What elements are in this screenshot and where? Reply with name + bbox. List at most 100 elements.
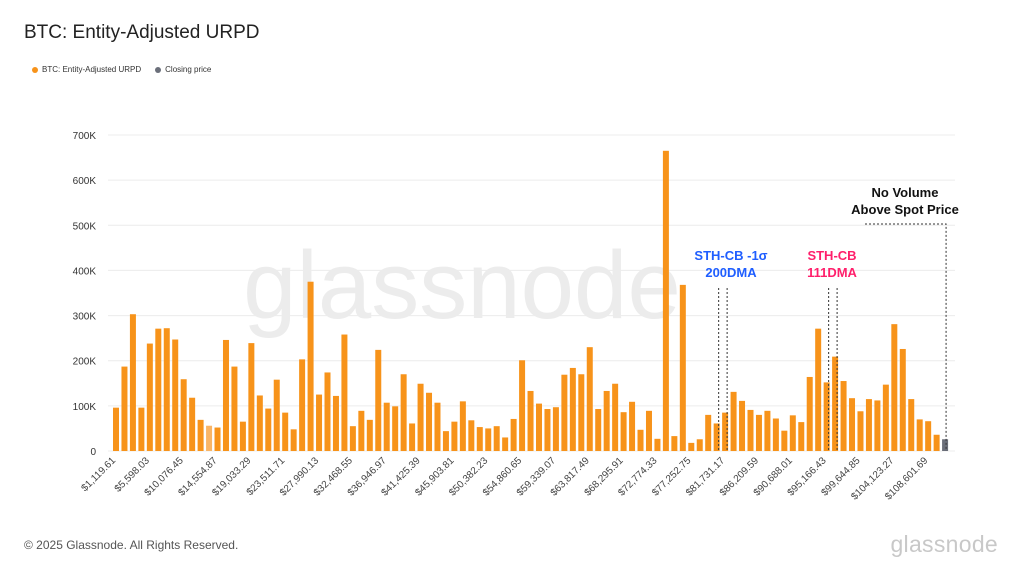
annotation-label: 111DMA: [807, 265, 857, 280]
bar: [459, 401, 466, 451]
watermark: glassnode: [243, 232, 681, 339]
bar: [527, 390, 534, 451]
bar: [739, 400, 746, 451]
bar: [671, 436, 678, 451]
bar: [569, 367, 576, 451]
bar: [273, 379, 280, 451]
y-tick-label: 700K: [73, 131, 97, 142]
bar: [654, 438, 661, 451]
bar: [730, 391, 737, 451]
bar: [849, 398, 856, 451]
closing-price-bar: [942, 439, 949, 451]
bar: [578, 374, 585, 451]
bar: [231, 366, 238, 451]
bar: [815, 328, 822, 451]
bar: [189, 397, 196, 451]
bar: [823, 382, 830, 451]
bar: [857, 411, 864, 451]
bar: [468, 420, 475, 451]
annotation-label: 200DMA: [705, 265, 757, 280]
bar: [248, 343, 255, 451]
bar: [180, 379, 187, 451]
bar: [256, 395, 263, 451]
bar: [493, 426, 500, 451]
bar: [544, 409, 551, 451]
bar: [121, 366, 128, 451]
bar: [265, 408, 272, 451]
bar: [561, 374, 568, 451]
bar: [222, 339, 229, 451]
y-tick-label: 300K: [73, 312, 97, 323]
chart-title: BTC: Entity-Adjusted URPD: [24, 22, 260, 43]
bar: [925, 421, 932, 451]
bar: [206, 425, 213, 451]
bar: [366, 419, 373, 451]
annotation-label: No Volume: [872, 185, 939, 200]
bar: [612, 383, 619, 451]
bar: [299, 359, 306, 451]
bar: [349, 426, 356, 451]
x-tick-label: $1,119.61: [79, 455, 118, 494]
bar: [290, 429, 297, 451]
annotation-label: Above Spot Price: [851, 202, 959, 217]
bar: [417, 383, 424, 451]
bar: [214, 427, 221, 451]
bar: [882, 384, 889, 451]
bar: [832, 356, 839, 451]
bar: [502, 437, 509, 451]
bar: [772, 418, 779, 451]
bar: [662, 150, 669, 452]
bar: [865, 399, 872, 451]
legend-label-urpd: BTC: Entity-Adjusted URPD: [42, 65, 142, 74]
copyright: © 2025 Glassnode. All Rights Reserved.: [24, 538, 239, 552]
annotation-label: STH-CB -1σ: [694, 248, 767, 263]
bar: [755, 414, 762, 451]
bar: [392, 406, 399, 451]
bar: [341, 334, 348, 451]
bar: [316, 394, 323, 451]
bar: [442, 431, 449, 451]
bar: [679, 284, 686, 451]
legend-label-closing-price: Closing price: [165, 65, 212, 74]
bar: [536, 403, 542, 451]
bar: [933, 434, 940, 451]
bar: [451, 421, 458, 451]
bar: [620, 412, 627, 451]
glassnode-logo: glassnode: [890, 531, 998, 557]
bar: [282, 412, 289, 451]
bar: [595, 409, 602, 451]
bar: [705, 414, 712, 451]
bar: [764, 410, 771, 451]
bar: [781, 430, 788, 451]
bar: [129, 314, 136, 451]
bar: [908, 399, 915, 451]
bar: [645, 410, 652, 451]
bar: [324, 372, 331, 451]
bar: [552, 407, 559, 451]
bar: [375, 349, 382, 451]
legend: BTC: Entity-Adjusted URPD Closing price: [32, 65, 211, 74]
legend-item-urpd[interactable]: BTC: Entity-Adjusted URPD: [32, 65, 141, 74]
bar: [426, 392, 433, 451]
bar: [409, 423, 416, 451]
bar: [747, 409, 754, 451]
bar: [400, 374, 407, 451]
bar: [798, 422, 805, 451]
bar: [113, 407, 119, 451]
bar: [637, 429, 644, 451]
bar: [840, 381, 847, 451]
bar: [434, 402, 441, 451]
bar: [519, 360, 526, 451]
bar: [485, 428, 492, 451]
bar: [197, 419, 204, 451]
legend-item-closing-price[interactable]: Closing price: [155, 65, 211, 74]
bar: [722, 412, 729, 451]
bar: [603, 390, 610, 451]
bar: [307, 281, 314, 451]
bar: [138, 407, 145, 451]
bar: [696, 439, 703, 451]
y-tick-label: 100K: [73, 402, 97, 413]
bar: [476, 427, 483, 451]
bar: [172, 339, 179, 451]
